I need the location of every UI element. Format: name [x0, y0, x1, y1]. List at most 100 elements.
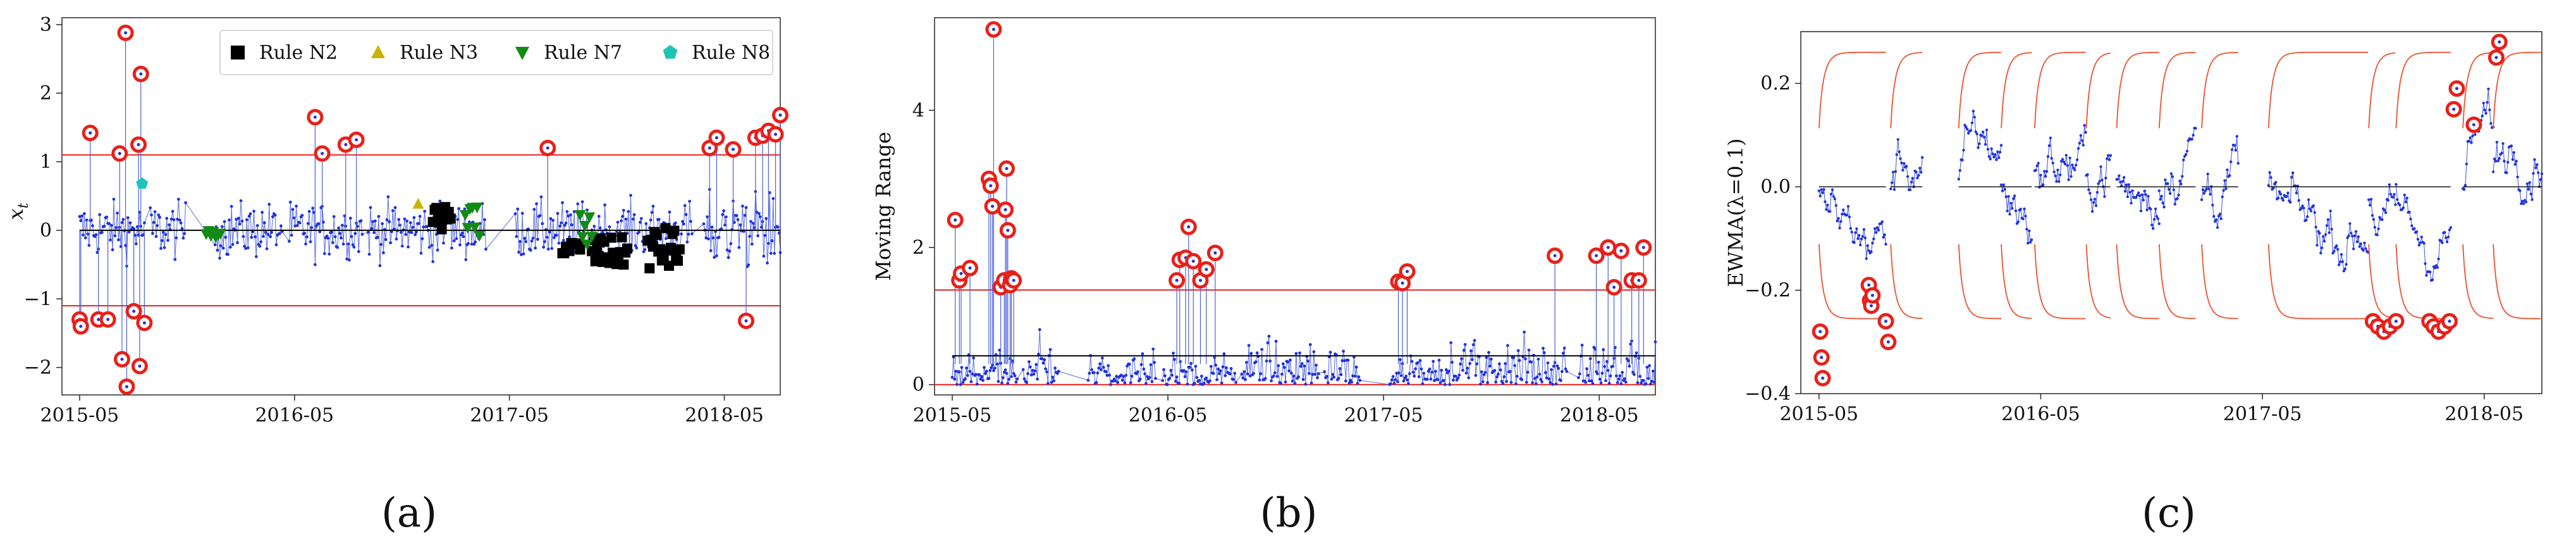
ewma-point — [2143, 189, 2146, 192]
data-point — [415, 230, 418, 234]
flagged-point-center — [954, 218, 957, 222]
ewma-point — [2044, 175, 2047, 178]
ewma-point — [1980, 134, 1984, 137]
data-point — [1422, 371, 1426, 375]
data-point — [979, 377, 983, 381]
data-point — [673, 221, 677, 225]
ewma-point — [2099, 165, 2102, 168]
data-point — [1545, 376, 1549, 380]
flagged-point-center — [1820, 356, 1824, 359]
data-point — [1647, 377, 1650, 380]
ewma-point — [1994, 153, 1997, 156]
data-point — [1222, 352, 1226, 356]
data-point — [964, 377, 967, 380]
ewma-point — [2121, 180, 2125, 183]
data-point — [1233, 371, 1237, 375]
ewma-point — [2009, 201, 2013, 205]
data-point — [706, 215, 709, 219]
ewma-point — [2525, 182, 2529, 185]
data-point — [246, 246, 250, 250]
ewma-point — [2521, 199, 2524, 203]
data-point — [108, 238, 112, 242]
data-point — [359, 219, 363, 223]
data-point — [689, 220, 692, 223]
data-point — [408, 221, 412, 225]
data-point — [1399, 374, 1403, 377]
ewma-point — [2340, 253, 2343, 256]
flagged-point-center — [125, 385, 128, 389]
data-point — [1404, 374, 1408, 378]
data-point — [1499, 368, 1502, 371]
ewma-point — [2424, 262, 2427, 265]
data-point — [549, 217, 553, 220]
data-point — [1289, 358, 1292, 362]
flagged-point-center — [1401, 281, 1404, 285]
ewma-point — [2034, 168, 2037, 172]
data-point — [407, 230, 411, 234]
data-point — [643, 248, 647, 251]
ewma-point — [1986, 147, 1990, 151]
data-point — [515, 235, 518, 239]
data-point — [1041, 361, 1045, 365]
data-point — [250, 235, 254, 239]
ewma-point — [2408, 210, 2411, 214]
data-point — [390, 230, 393, 234]
ewma-point — [2159, 197, 2162, 201]
data-point — [1163, 374, 1167, 378]
data-point — [78, 215, 82, 218]
data-point — [1547, 377, 1551, 381]
ewma-point — [2164, 178, 2167, 182]
ewma-point — [1973, 115, 1976, 119]
data-point — [773, 251, 776, 255]
data-point — [1616, 381, 1619, 385]
ewma-point — [2003, 187, 2006, 191]
data-point — [366, 230, 370, 234]
legend-label: Rule N2 — [259, 42, 338, 64]
data-point — [1402, 379, 1406, 383]
data-point — [1487, 351, 1490, 354]
ewma-point — [1891, 170, 1895, 174]
ewma-point — [2021, 217, 2025, 221]
data-point — [1032, 372, 1036, 376]
data-point — [166, 239, 170, 242]
data-point — [1523, 330, 1526, 334]
data-point — [124, 244, 127, 247]
ewma-point — [2008, 213, 2011, 216]
rule-n7-marker — [579, 220, 591, 232]
data-point — [142, 221, 146, 225]
data-point — [635, 246, 639, 250]
data-point — [220, 225, 224, 228]
ewma-point — [2061, 158, 2064, 161]
data-point — [360, 232, 364, 236]
data-point — [128, 221, 132, 225]
data-point — [348, 216, 352, 220]
ewma-point — [2417, 244, 2421, 247]
data-point — [957, 370, 961, 373]
ewma-point — [1848, 215, 1851, 218]
data-point — [1587, 379, 1591, 383]
ewma-point — [2337, 263, 2341, 266]
data-point — [1136, 370, 1139, 373]
ewma-point — [2004, 195, 2008, 199]
data-point — [1299, 365, 1303, 368]
rule-n8-marker — [136, 177, 149, 189]
data-point — [764, 216, 768, 220]
data-point — [1389, 382, 1392, 385]
data-point — [1413, 374, 1416, 378]
data-point — [1048, 347, 1052, 351]
data-point — [94, 233, 98, 237]
ewma-point — [2540, 172, 2544, 175]
ewma-point — [1865, 257, 1868, 260]
data-point — [523, 237, 527, 240]
data-point — [410, 231, 414, 234]
ewma-point — [1877, 228, 1880, 232]
data-point — [244, 247, 247, 250]
data-point — [1501, 382, 1505, 385]
data-point — [983, 371, 987, 375]
data-point — [1347, 381, 1351, 385]
data-point — [138, 211, 142, 214]
data-point — [1247, 344, 1251, 347]
data-point — [1218, 369, 1222, 373]
data-point — [1228, 372, 1232, 376]
data-point — [180, 227, 184, 230]
